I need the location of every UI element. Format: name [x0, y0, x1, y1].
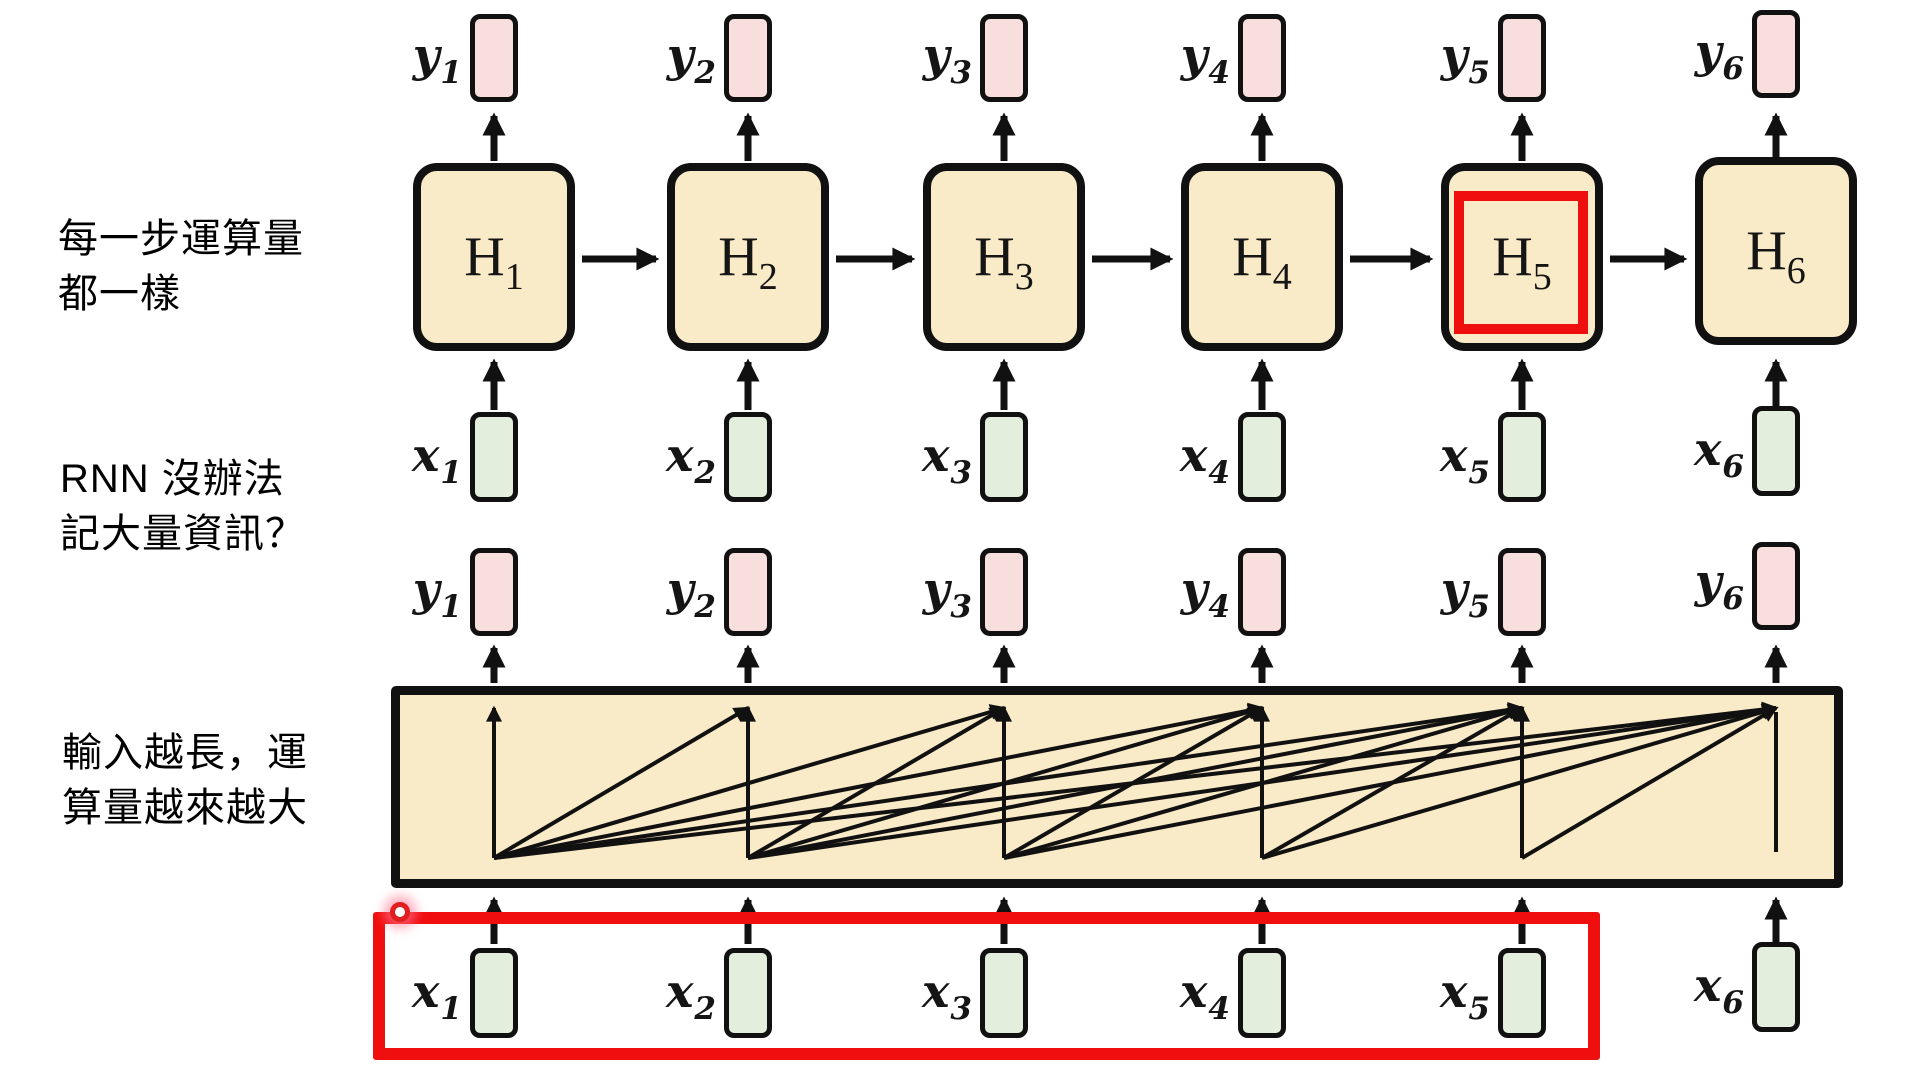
rnn-hidden-label: H6 [1746, 220, 1806, 292]
attn-output-label: y1 [412, 562, 462, 625]
rnn-output-label: y2 [666, 28, 716, 91]
note-computation-same: 每一步運算量 都一樣 [58, 217, 304, 316]
attn-input-label: x5 [1439, 964, 1490, 1027]
rnn-hidden-box: H4 [1181, 163, 1343, 351]
attn-input-box [470, 948, 518, 1038]
rnn-hidden-label: H1 [464, 226, 524, 298]
rnn-hidden-label: H4 [1232, 226, 1292, 298]
rnn-input-box [980, 412, 1028, 502]
rnn-input-box [1498, 412, 1546, 502]
note-rnn-memory: RNN 沒辦法 記大量資訊？ [60, 457, 306, 556]
attn-output-box [980, 548, 1028, 636]
rnn-output-label: y6 [1694, 24, 1744, 87]
rnn-input-label: x1 [411, 428, 462, 491]
rnn-hidden-label: H2 [718, 226, 778, 298]
rnn-input-arrows [482, 358, 1788, 410]
rnn-output-box [980, 14, 1028, 102]
rnn-output-box [724, 14, 772, 102]
rnn-output-arrows [482, 112, 1788, 161]
rnn-input-label: x6 [1693, 422, 1744, 485]
rnn-hidden-box: H2 [667, 163, 829, 351]
attn-input-box [1498, 948, 1546, 1038]
rnn-output-box [1238, 14, 1286, 102]
attn-input-box [724, 948, 772, 1038]
rnn-input-label: x3 [921, 428, 972, 491]
rnn-hidden-label: H3 [974, 226, 1034, 298]
attn-output-box [470, 548, 518, 636]
rnn-input-box [1752, 406, 1800, 496]
rnn-hidden-box: H6 [1695, 157, 1857, 345]
rnn-input-box [1238, 412, 1286, 502]
attn-input-label: x1 [411, 964, 462, 1027]
rnn-output-label: y4 [1180, 28, 1230, 91]
rnn-input-box [470, 412, 518, 502]
rnn-hidden-box: H1 [413, 163, 575, 351]
rnn-output-box [1752, 10, 1800, 98]
attn-input-label: x6 [1693, 958, 1744, 1021]
attn-output-box [1498, 548, 1546, 636]
attn-output-box [1752, 542, 1800, 630]
attn-output-label: y3 [922, 562, 972, 625]
rnn-input-label: x2 [665, 428, 716, 491]
note-longer-input: 輸入越長，運 算量越來越大 [62, 731, 308, 830]
rnn-input-label: x5 [1439, 428, 1490, 491]
attn-input-label: x2 [665, 964, 716, 1027]
rnn-output-label: y1 [412, 28, 462, 91]
attn-input-box [1238, 948, 1286, 1038]
attn-input-box [1752, 942, 1800, 1032]
rnn-input-label: x4 [1179, 428, 1230, 491]
attn-output-label: y5 [1440, 562, 1490, 625]
rnn-hidden-box-highlighted: H5 [1441, 163, 1603, 351]
rnn-hidden-label: H5 [1492, 226, 1552, 298]
attn-input-label: x3 [921, 964, 972, 1027]
rnn-hidden-highlight-box [1454, 191, 1588, 334]
attention-layer-box [391, 686, 1843, 888]
attn-output-label: y2 [666, 562, 716, 625]
rnn-hidden-box: H3 [923, 163, 1085, 351]
rnn-output-label: y5 [1440, 28, 1490, 91]
attn-input-box [980, 948, 1028, 1038]
attn-output-box [1238, 548, 1286, 636]
laser-pointer-dot [390, 902, 410, 922]
rnn-output-label: y3 [922, 28, 972, 91]
attn-output-label: y6 [1694, 554, 1744, 617]
input-group-red-box [373, 912, 1600, 1060]
attn-output-arrows [482, 644, 1788, 683]
attn-input-label: x4 [1179, 964, 1230, 1027]
attention-fan-arrows [486, 701, 1779, 860]
attn-output-box [724, 548, 772, 636]
rnn-input-box [724, 412, 772, 502]
rnn-output-box [1498, 14, 1546, 102]
attn-output-label: y4 [1180, 562, 1230, 625]
rnn-output-box [470, 14, 518, 102]
